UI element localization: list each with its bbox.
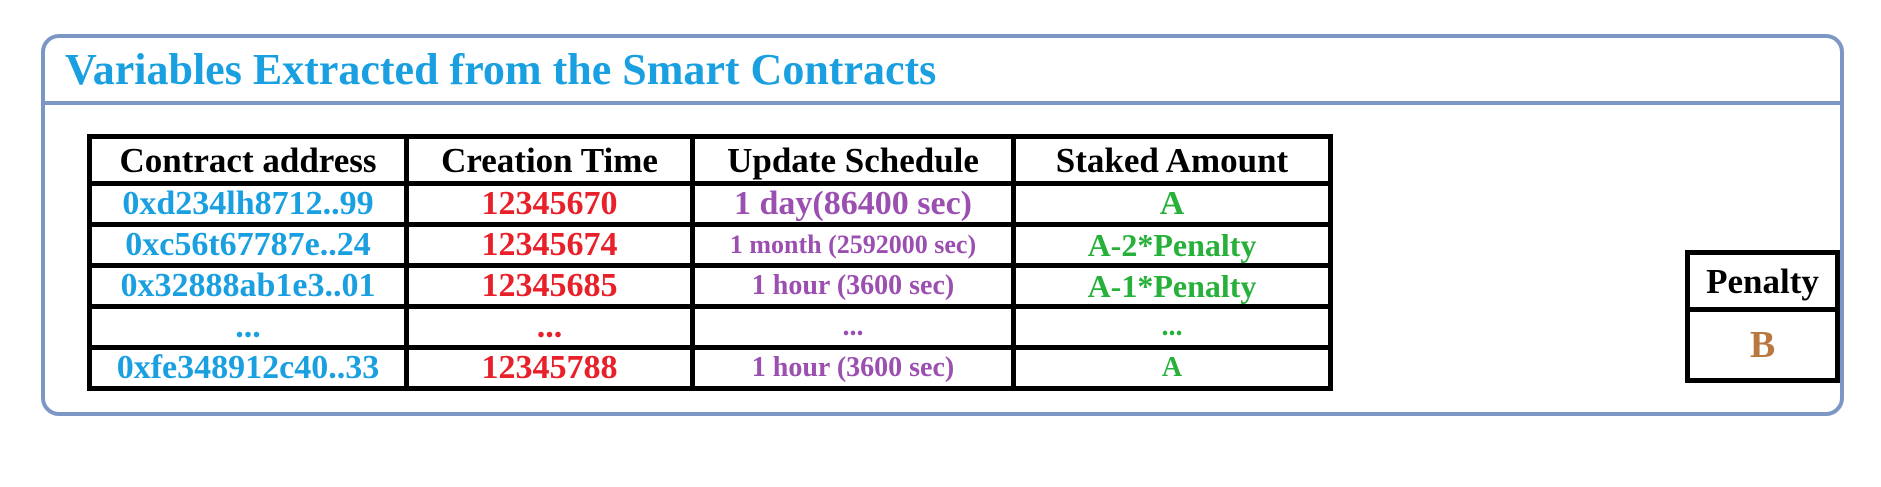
creation-time-cell: 12345670 [404, 181, 695, 227]
contracts-table: Contract address Creation Time Update Sc… [87, 134, 1333, 391]
table-row: 0x32888ab1e3..01 12345685 1 hour (3600 s… [87, 263, 1333, 309]
update-schedule-cell: ... [690, 304, 1016, 350]
contract-address-cell: 0xfe348912c40..33 [87, 345, 409, 391]
update-schedule-cell: 1 month (2592000 sec) [690, 222, 1016, 268]
update-schedule-cell: 1 hour (3600 sec) [690, 345, 1016, 391]
penalty-value: B [1685, 307, 1840, 383]
variables-panel: Variables Extracted from the Smart Contr… [41, 34, 1844, 416]
contract-address-cell: 0x32888ab1e3..01 [87, 263, 409, 309]
header-contract-address: Contract address [87, 134, 409, 186]
panel-divider [45, 101, 1840, 105]
staked-amount-cell: A [1011, 345, 1333, 391]
penalty-label: Penalty [1685, 250, 1840, 312]
table-row: 0xfe348912c40..33 12345788 1 hour (3600 … [87, 345, 1333, 391]
creation-time-cell: ... [404, 304, 695, 350]
header-creation-time: Creation Time [404, 134, 695, 186]
staked-amount-cell: ... [1011, 304, 1333, 350]
table-row: ... ... ... ... [87, 304, 1333, 350]
table-row: 0xd234lh8712..99 12345670 1 day(86400 se… [87, 181, 1333, 227]
staked-amount-cell: A-1*Penalty [1011, 263, 1333, 309]
table-row: 0xc56t67787e..24 12345674 1 month (25920… [87, 222, 1333, 268]
penalty-box: Penalty B [1685, 250, 1840, 383]
creation-time-cell: 12345674 [404, 222, 695, 268]
header-update-schedule: Update Schedule [690, 134, 1016, 186]
staked-amount-cell: A-2*Penalty [1011, 222, 1333, 268]
update-schedule-cell: 1 day(86400 sec) [690, 181, 1016, 227]
contract-address-cell: 0xd234lh8712..99 [87, 181, 409, 227]
staked-amount-cell: A [1011, 181, 1333, 227]
update-schedule-cell: 1 hour (3600 sec) [690, 263, 1016, 309]
contract-address-cell: 0xc56t67787e..24 [87, 222, 409, 268]
table-header-row: Contract address Creation Time Update Sc… [87, 134, 1333, 186]
contract-address-cell: ... [87, 304, 409, 350]
panel-title: Variables Extracted from the Smart Contr… [65, 45, 937, 94]
header-staked-amount: Staked Amount [1011, 134, 1333, 186]
creation-time-cell: 12345788 [404, 345, 695, 391]
creation-time-cell: 12345685 [404, 263, 695, 309]
